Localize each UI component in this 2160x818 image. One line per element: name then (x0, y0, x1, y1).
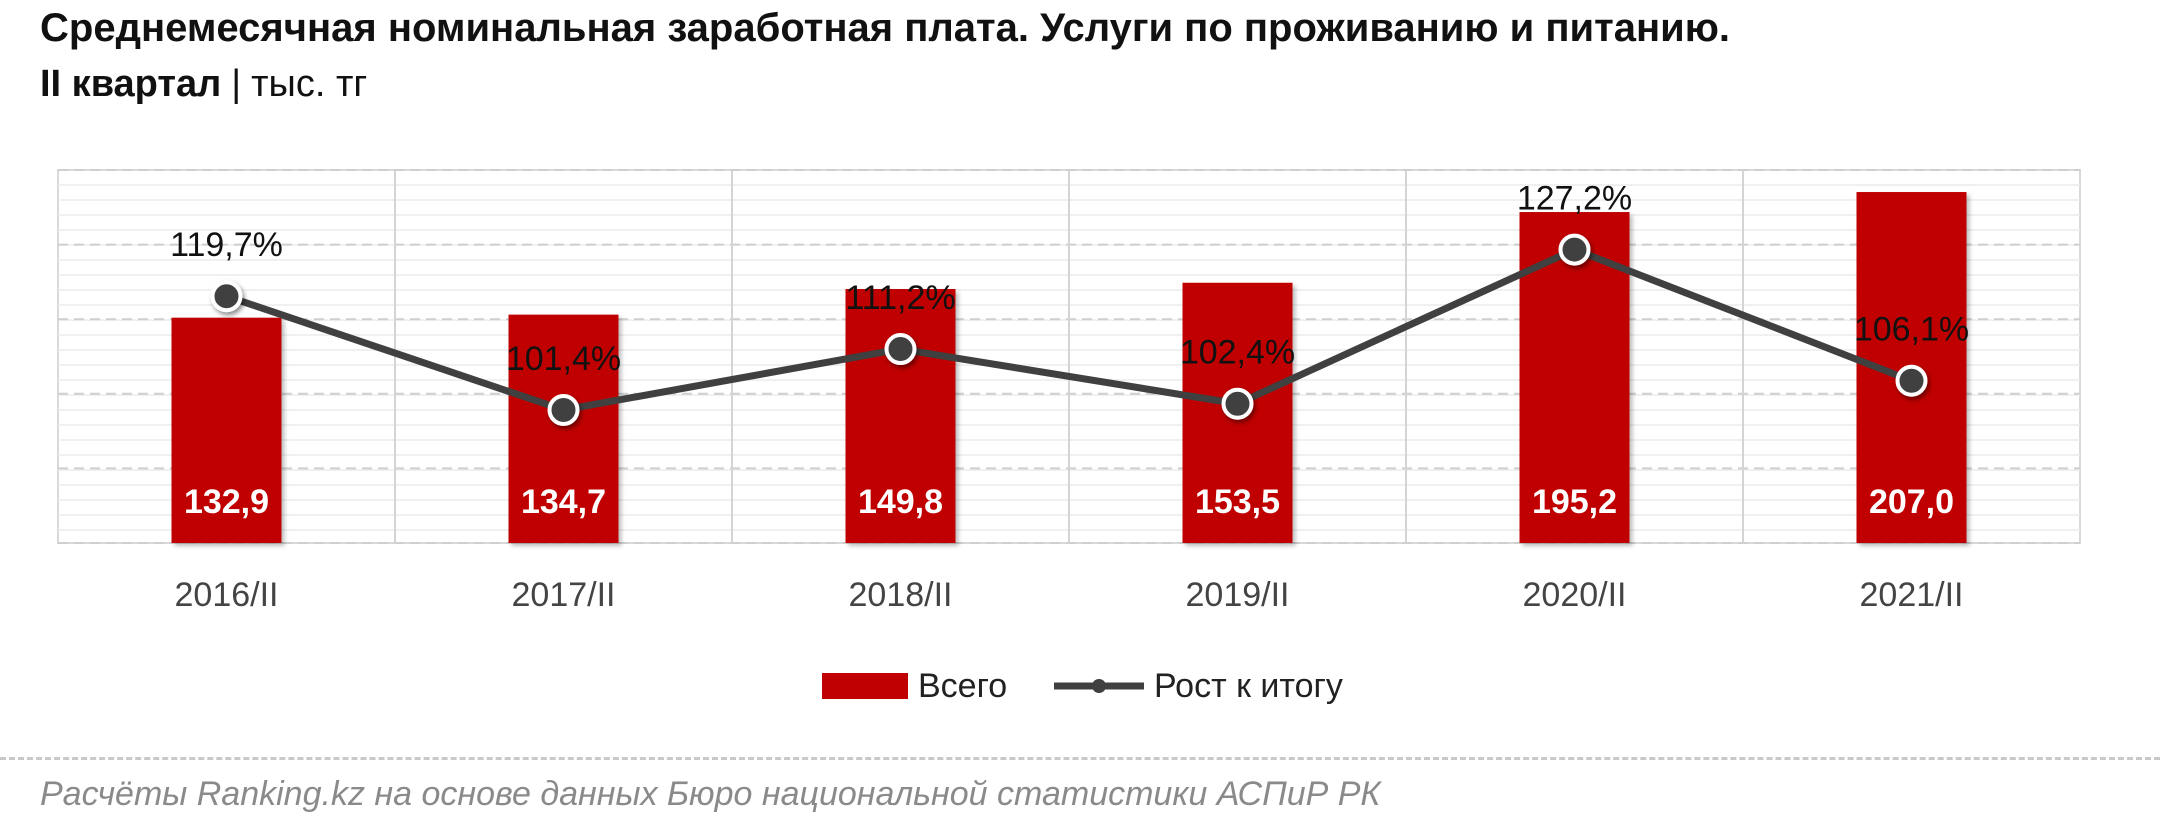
x-tick-label: 2021/II (1860, 576, 1964, 614)
plot-area (57, 169, 2081, 544)
x-tick-label: 2020/II (1523, 576, 1627, 614)
bar-value-label: 153,5 (1195, 483, 1280, 521)
x-tick-label: 2018/II (849, 576, 953, 614)
growth-marker (1221, 387, 1254, 420)
x-tick-label: 2016/II (175, 576, 279, 614)
bar-value-label: 207,0 (1869, 483, 1954, 521)
footer-divider (0, 757, 2160, 760)
growth-marker (210, 280, 243, 313)
legend-swatch-marker (1092, 679, 1106, 693)
growth-marker (1895, 364, 1928, 397)
legend-label-bar: Всего (918, 667, 1007, 705)
chart-svg: 132,9 134,7 149,8 153,5 195,2 207,0 119,7% 101,… (57, 169, 2081, 705)
growth-value-label: 127,2% (1517, 180, 1632, 218)
growth-value-label: 102,4% (1180, 334, 1295, 372)
growth-line (210, 233, 1928, 426)
bar-value-label: 195,2 (1532, 483, 1617, 521)
bar-2016/II (171, 317, 282, 543)
bar-2017/II (508, 314, 619, 543)
legend: Всего Рост к итогу (822, 667, 1343, 705)
bar-2018/II (845, 289, 956, 543)
bar-value-label: 132,9 (184, 483, 269, 521)
bar-value-label: 149,8 (858, 483, 943, 521)
bar-value-label: 134,7 (521, 483, 606, 521)
x-tick-label: 2019/II (1186, 576, 1290, 614)
growth-value-label: 119,7% (170, 226, 283, 264)
growth-value-label: 111,2% (845, 279, 955, 317)
source-note: Расчёты Ranking.kz на основе данных Бюро… (40, 775, 1381, 813)
chart-title: Среднемесячная номинальная заработная пл… (40, 6, 1730, 50)
unit-label: тыс. тг (251, 63, 368, 105)
legend-label-line: Рост к итогу (1154, 667, 1343, 705)
separator: | (231, 63, 242, 105)
data-labels: 132,9 134,7 149,8 153,5 195,2 207,0 119,7% 101,… (170, 180, 1969, 521)
growth-polyline (225, 246, 1913, 414)
legend-swatch-bar (822, 673, 908, 699)
growth-value-label: 106,1% (1854, 311, 1969, 349)
x-tick-label: 2017/II (512, 576, 616, 614)
period-label: II квартал (40, 63, 222, 105)
growth-marker (547, 393, 580, 426)
growth-value-label: 101,4% (506, 340, 621, 378)
chart-subtitle: II квартал | тыс. тг (40, 58, 367, 110)
x-axis: 2016/II 2017/II 2018/II 2019/II 2020/II 2021/… (175, 576, 1964, 614)
growth-marker (884, 333, 917, 366)
growth-marker (1558, 233, 1591, 266)
